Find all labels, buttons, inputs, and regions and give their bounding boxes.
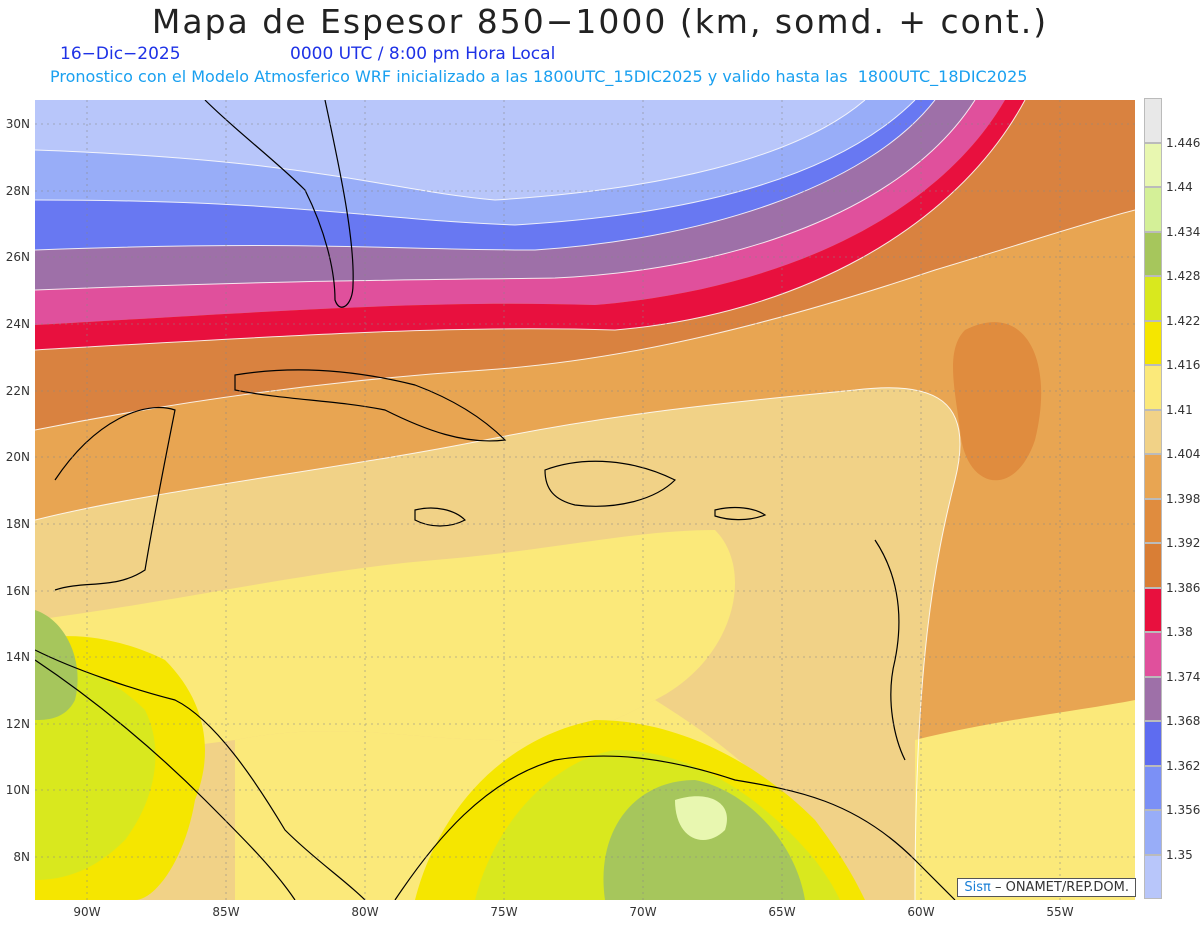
band-1374: [35, 100, 1005, 325]
lat-label-24n: 24N: [5, 317, 30, 331]
legend-label: 1.434: [1166, 224, 1200, 239]
legend-swatch: [1144, 320, 1162, 365]
legend-label: 1.41: [1166, 402, 1193, 417]
band-1368: [35, 100, 975, 290]
legend-swatch: [1144, 409, 1162, 454]
band-1350: [35, 100, 865, 200]
forecast-time: 0000 UTC / 8:00 pm Hora Local: [290, 44, 556, 64]
legend-label: 1.44: [1166, 180, 1193, 194]
lon-label-55w: 55W: [1046, 905, 1074, 919]
lat-label-28n: 28N: [5, 184, 30, 198]
lesser-antilles: [874, 539, 906, 761]
legend-swatch: [1144, 632, 1162, 677]
lat-label-30n: 30N: [5, 117, 30, 131]
lon-label-85w: 85W: [212, 905, 240, 919]
band-1434: [675, 796, 727, 840]
south-america-coast: [394, 755, 956, 900]
lat-label-20n: 20N: [5, 450, 30, 464]
band-1362: [35, 100, 935, 250]
lon-label-80w: 80W: [351, 905, 379, 919]
legend-label: 1.374: [1166, 669, 1200, 684]
credit-box: Sisπ – ONAMET/REP.DOM.: [957, 878, 1136, 897]
legend-swatch: [1144, 543, 1162, 588]
lat-label-10n: 10N: [5, 783, 30, 797]
legend-swatch: [1144, 454, 1162, 499]
legend-label: 1.446: [1166, 135, 1200, 150]
lon-label-65w: 65W: [768, 905, 796, 919]
lat-label-16n: 16N: [5, 584, 30, 598]
legend-swatch: [1144, 587, 1162, 632]
band-1422: [35, 667, 156, 880]
lon-label-75w: 75W: [490, 905, 518, 919]
legend-swatch: [1144, 365, 1162, 410]
lon-label-70w: 70W: [629, 905, 657, 919]
credit-sis: Sisπ: [964, 880, 991, 895]
legend-label: 1.38: [1166, 625, 1193, 639]
legend-label: 1.404: [1166, 447, 1200, 461]
band-1428-south: [603, 780, 805, 900]
lat-label-8n: 8N: [13, 850, 30, 864]
band-1410-se: [915, 700, 1135, 900]
legend-swatch: [1144, 676, 1162, 721]
legend-label: 1.35: [1166, 847, 1193, 862]
cuba-coast: [234, 369, 507, 442]
legend-swatch: [1144, 231, 1162, 276]
legend-swatch: [1144, 765, 1162, 810]
legend-swatch: [1144, 187, 1162, 232]
legend-label: 1.362: [1166, 758, 1200, 773]
band-1392-east: [953, 322, 1042, 481]
lat-label-12n: 12N: [5, 717, 30, 731]
legend-label: 1.422: [1166, 313, 1200, 328]
lon-label-90w: 90W: [73, 905, 101, 919]
legend-label: 1.368: [1166, 714, 1200, 728]
model-subtitle: Pronostico con el Modelo Atmosferico WRF…: [50, 67, 1028, 86]
legend-label: 1.386: [1166, 580, 1200, 595]
jamaica-coast: [414, 507, 466, 527]
legend-label: 1.356: [1166, 803, 1200, 817]
legend-swatch: [1144, 810, 1162, 855]
contour-lines: [35, 100, 1135, 900]
band-1428: [35, 610, 78, 720]
credit-org: – ONAMET/REP.DOM.: [994, 880, 1129, 895]
legend-label: 1.398: [1166, 491, 1200, 506]
lat-label-22n: 22N: [5, 384, 30, 398]
legend-label: 1.428: [1166, 269, 1200, 283]
lat-label-18n: 18N: [5, 517, 30, 531]
lon-label-60w: 60W: [907, 905, 935, 919]
band-1380: [35, 100, 1025, 350]
florida-coast: [204, 100, 354, 308]
forecast-date: 16−Dic−2025: [60, 44, 181, 64]
legend-label: 1.392: [1166, 536, 1200, 550]
lat-label-14n: 14N: [5, 650, 30, 664]
yucatan-coast: [54, 406, 176, 591]
map-title: Mapa de Espesor 850−1000 (km, somd. + co…: [151, 2, 1049, 41]
legend-swatch: [1144, 721, 1162, 766]
legend-swatch: [1144, 98, 1162, 143]
legend-swatch: [1144, 498, 1162, 543]
coastlines: [35, 100, 956, 900]
hispaniola-coast: [544, 460, 677, 507]
legend-label: 1.416: [1166, 358, 1200, 372]
legend-swatch: [1144, 142, 1162, 187]
legend-swatch: [1144, 854, 1162, 899]
band-1410: [35, 530, 735, 760]
central-america-pacific: [35, 659, 296, 900]
graticule: [35, 100, 1135, 900]
lat-label-26n: 26N: [5, 250, 30, 264]
puerto-rico-coast: [714, 506, 767, 521]
thickness-map: [35, 100, 1135, 900]
legend-swatch: [1144, 276, 1162, 321]
band-1356: [35, 100, 915, 225]
